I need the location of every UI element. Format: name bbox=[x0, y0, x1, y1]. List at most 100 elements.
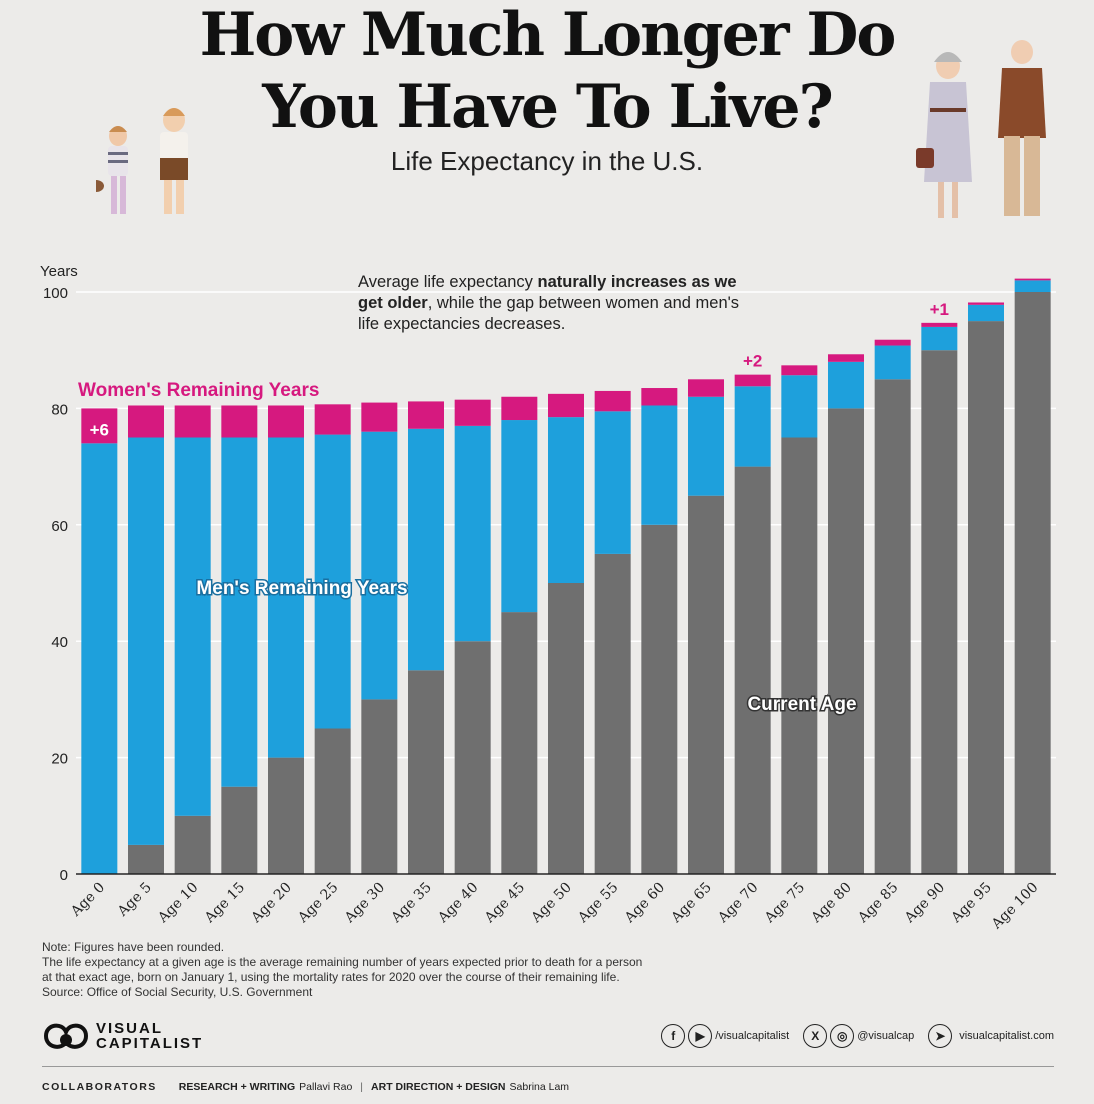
page-subtitle: Life Expectancy in the U.S. bbox=[390, 146, 704, 176]
bar-men-age-25 bbox=[314, 434, 351, 729]
x-tick-label-age-60: Age 60 bbox=[621, 880, 668, 927]
cursor-icon[interactable]: ➤ bbox=[928, 1024, 953, 1048]
bar-current-age-85 bbox=[874, 379, 911, 874]
bar-current-age-90 bbox=[921, 350, 958, 874]
x-tick-label-age-95: Age 95 bbox=[948, 880, 995, 927]
bar-women-age-15 bbox=[221, 405, 258, 438]
bar-women-age-40 bbox=[454, 399, 491, 426]
chart-annotation: Average life expectancy naturally increa… bbox=[358, 273, 740, 333]
facebook-icon[interactable]: f bbox=[661, 1024, 686, 1048]
bar-current-age-45 bbox=[501, 612, 538, 874]
collaborators-label: COLLABORATORS bbox=[42, 1081, 157, 1093]
logo-icon bbox=[43, 1023, 89, 1049]
bar-men-age-45 bbox=[501, 420, 538, 613]
bar-current-age-15 bbox=[221, 786, 258, 874]
bar-current-age-75 bbox=[781, 437, 818, 874]
social-handle-visualcapitalist[interactable]: /visualcapitalist bbox=[715, 1030, 790, 1042]
x-tick-label-age-80: Age 80 bbox=[808, 880, 855, 927]
x-tick-label-age-10: Age 10 bbox=[154, 880, 201, 927]
website-link[interactable]: visualcapitalist.com bbox=[959, 1030, 1054, 1042]
bar-men-age-75 bbox=[781, 375, 818, 438]
bar-current-age-70 bbox=[734, 466, 771, 874]
series-label-current: Current Age bbox=[747, 694, 856, 715]
bar-men-age-85 bbox=[874, 345, 911, 380]
bar-women-age-75 bbox=[781, 365, 818, 376]
instagram-icon[interactable]: ◎ bbox=[830, 1024, 855, 1048]
bar-men-age-65 bbox=[688, 396, 724, 496]
bar-women-age-65 bbox=[688, 379, 724, 397]
bar-women-age-45 bbox=[501, 396, 538, 421]
bar-men-age-15 bbox=[221, 437, 258, 787]
bar-women-age-55 bbox=[594, 390, 631, 412]
bar-men-age-5 bbox=[128, 437, 164, 845]
bar-current-age-20 bbox=[268, 757, 304, 874]
bar-men-age-70 bbox=[734, 386, 771, 467]
bar-men-age-20 bbox=[268, 437, 304, 758]
logo-text-visual: VISUAL bbox=[96, 1020, 164, 1037]
x-tick-label-age-55: Age 55 bbox=[574, 880, 621, 927]
gap-label-age-70: +2 bbox=[743, 352, 762, 371]
x-tick-label-age-0: Age 0 bbox=[67, 880, 108, 921]
x-tick-label-age-75: Age 75 bbox=[761, 880, 808, 927]
bar-current-age-30 bbox=[361, 699, 398, 874]
series-label-women: Women's Remaining Years bbox=[78, 380, 319, 401]
bar-current-age-5 bbox=[128, 844, 164, 874]
y-tick-label-20: 20 bbox=[51, 751, 68, 768]
series-label-men: Men's Remaining Years bbox=[196, 578, 407, 599]
gap-label-age-90: +1 bbox=[930, 300, 949, 319]
x-tick-label-age-50: Age 50 bbox=[528, 880, 575, 927]
bar-women-age-35 bbox=[408, 401, 444, 429]
bar-women-age-10 bbox=[174, 405, 211, 438]
x-tick-label-age-30: Age 30 bbox=[341, 880, 388, 927]
youtube-icon[interactable]: ▶ bbox=[688, 1024, 713, 1048]
y-tick-label-0: 0 bbox=[60, 867, 68, 884]
bar-current-age-10 bbox=[174, 815, 211, 874]
x-tick-label-age-40: Age 40 bbox=[434, 880, 481, 927]
logo-text-capitalist: CAPITALIST bbox=[96, 1035, 204, 1052]
social-handle-visualcap[interactable]: @visualcap bbox=[857, 1030, 915, 1042]
y-tick-label-40: 40 bbox=[51, 634, 68, 651]
bar-current-age-100 bbox=[1014, 292, 1051, 874]
y-tick-label-100: 100 bbox=[43, 285, 68, 302]
bar-women-age-50 bbox=[548, 393, 584, 418]
children-figurines-illustration bbox=[96, 108, 188, 214]
x-icon[interactable]: X bbox=[803, 1024, 828, 1048]
design-role: ART DIRECTION + DESIGN bbox=[371, 1081, 506, 1093]
page-title-line-1: How Much Longer Do bbox=[199, 0, 897, 70]
bar-women-age-100 bbox=[1014, 278, 1051, 281]
bar-women-age-0 bbox=[81, 408, 118, 444]
x-tick-label-age-25: Age 25 bbox=[294, 880, 341, 927]
bar-women-age-5 bbox=[128, 405, 164, 438]
x-tick-label-age-100: Age 100 bbox=[988, 880, 1041, 933]
bar-men-age-30 bbox=[361, 431, 398, 700]
bar-men-age-35 bbox=[408, 428, 444, 671]
note-definition-2: at that exact age, born on January 1, us… bbox=[42, 970, 620, 984]
credits-separator: | bbox=[360, 1081, 364, 1093]
visual-capitalist-logo[interactable]: VISUAL CAPITALIST bbox=[42, 1018, 203, 1054]
x-tick-label-age-65: Age 65 bbox=[668, 880, 715, 927]
bar-current-age-25 bbox=[314, 728, 351, 874]
bar-women-age-70 bbox=[734, 374, 771, 387]
y-tick-label-60: 60 bbox=[51, 518, 68, 535]
note-source: Source: Office of Social Security, U.S. … bbox=[42, 985, 313, 999]
credits-bar: COLLABORATORS RESEARCH + WRITING Pallavi… bbox=[42, 1081, 569, 1093]
bar-current-age-35 bbox=[408, 670, 444, 874]
x-tick-label-age-45: Age 45 bbox=[481, 880, 528, 927]
bar-men-age-40 bbox=[454, 425, 491, 642]
bar-current-age-40 bbox=[454, 641, 491, 874]
social-links: f ▶ /visualcapitalist X ◎ @visualcap ➤ v… bbox=[661, 1024, 1054, 1048]
y-tick-label-80: 80 bbox=[51, 401, 68, 418]
design-name: Sabrina Lam bbox=[509, 1081, 570, 1093]
bar-men-age-90 bbox=[921, 326, 958, 351]
bar-men-age-0 bbox=[81, 443, 118, 874]
gap-label-age-0: +6 bbox=[90, 420, 109, 439]
elderly-figurines-illustration bbox=[916, 40, 1046, 218]
bar-men-age-100 bbox=[1014, 280, 1051, 292]
research-name: Pallavi Rao bbox=[299, 1081, 353, 1093]
chart-notes: Note: Figures have been rounded. The lif… bbox=[42, 940, 762, 1000]
footer-divider bbox=[42, 1066, 1054, 1067]
bar-current-age-95 bbox=[968, 321, 1004, 875]
bar-current-age-50 bbox=[548, 583, 584, 874]
bar-men-age-60 bbox=[641, 405, 678, 525]
